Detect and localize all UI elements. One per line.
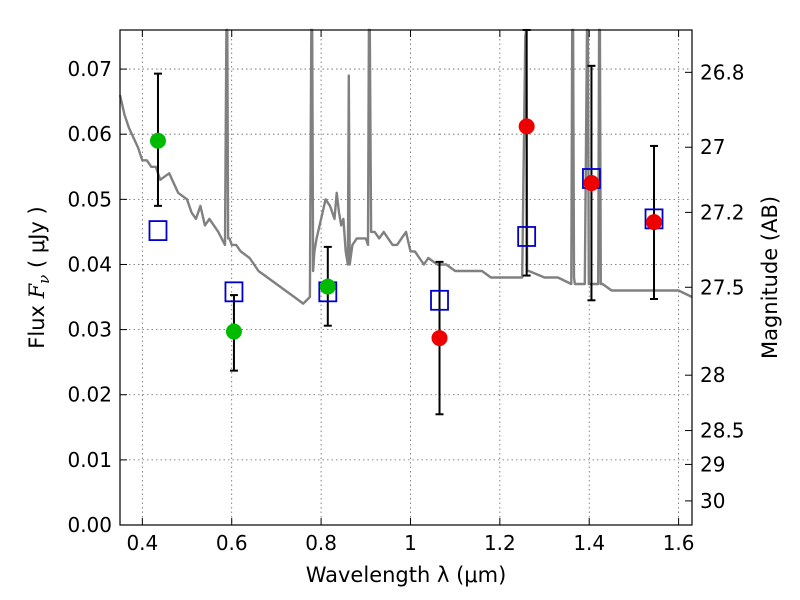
flux-symbol: F [25,282,49,299]
flux-unit: ( μJy ) [25,206,49,274]
x-axis-title: Wavelength λ (μm) [306,563,507,587]
y-axis-title-left: Flux Fν ( μJy ) [25,206,53,348]
green-data-point [319,278,336,295]
green-data-point [149,132,166,149]
x-tick-label: 0.6 [216,531,248,555]
right-tick-label: 28.5 [700,419,745,443]
right-tick-label: 30 [700,489,725,513]
y-tick-label: 0.02 [67,383,112,407]
y-axis-title-right: Magnitude (AB) [758,196,782,359]
right-tick-label: 27.5 [700,275,745,299]
model-spectrum-line [118,28,693,305]
tick-labels: 0.4 0.6 0.8 1 1.2 1.4 1.6 0.00 0.01 0.02 0.03 0.04 0… [67,57,744,555]
x-tick-label: 0.4 [126,531,158,555]
right-tick-label: 27.2 [700,200,745,224]
nu-subscript: ν [35,275,53,284]
right-tick-label: 27 [700,135,725,159]
x-tick-label: 1.4 [573,531,605,555]
axis-ticks [120,30,692,526]
y-tick-label: 0.01 [67,448,112,472]
red-data-point [646,214,663,231]
y-tick-label: 0.05 [67,187,112,211]
y-tick-label: 0.00 [67,513,112,537]
model-squares-layer [148,168,664,311]
right-tick-label: 26.8 [700,60,745,84]
grid-lines [120,30,692,526]
photometry-points-layer [149,118,663,347]
x-tick-label: 0.8 [305,531,337,555]
y-tick-label: 0.07 [67,57,112,81]
y-tick-label: 0.06 [67,122,112,146]
model-spectrum-layer [118,28,693,305]
model-flux-square [517,226,537,247]
red-data-point [431,330,448,347]
red-data-point [518,118,535,135]
y-tick-label: 0.04 [67,252,112,276]
model-flux-square [430,289,449,311]
x-tick-label: 1 [404,531,417,555]
green-data-point [225,323,242,340]
red-data-point [583,175,600,192]
x-tick-label: 1.2 [484,531,516,555]
plot-frame [119,29,693,526]
y-tick-label: 0.03 [67,318,112,342]
x-tick-label: 1.6 [663,531,695,555]
right-tick-label: 28 [700,363,725,387]
model-flux-square [148,220,168,242]
model-flux-square [224,281,244,303]
right-tick-label: 29 [700,452,725,476]
error-bars-layer [153,29,659,416]
